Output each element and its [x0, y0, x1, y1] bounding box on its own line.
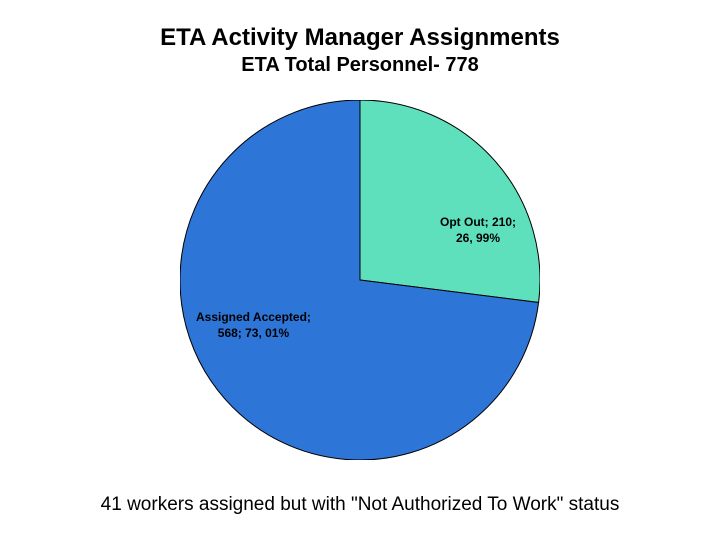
- slice-label-line: Opt Out; 210;: [440, 215, 516, 231]
- slice-label-line: Assigned Accepted;: [196, 310, 311, 326]
- pie-svg: [180, 100, 540, 460]
- chart-title: ETA Activity Manager Assignments: [0, 24, 720, 52]
- slice-label-opt-out: Opt Out; 210; 26, 99%: [440, 215, 516, 246]
- chart-container: ETA Activity Manager Assignments ETA Tot…: [0, 0, 720, 540]
- chart-subtitle: ETA Total Personnel- 778: [0, 54, 720, 77]
- slice-label-assigned-accepted: Assigned Accepted; 568; 73, 01%: [196, 310, 311, 341]
- pie-chart: Opt Out; 210; 26, 99% Assigned Accepted;…: [180, 100, 540, 460]
- slice-label-line: 568; 73, 01%: [196, 326, 311, 342]
- footer-note: 41 workers assigned but with "Not Author…: [0, 494, 720, 516]
- pie-slice: [360, 100, 540, 302]
- slice-label-line: 26, 99%: [440, 231, 516, 247]
